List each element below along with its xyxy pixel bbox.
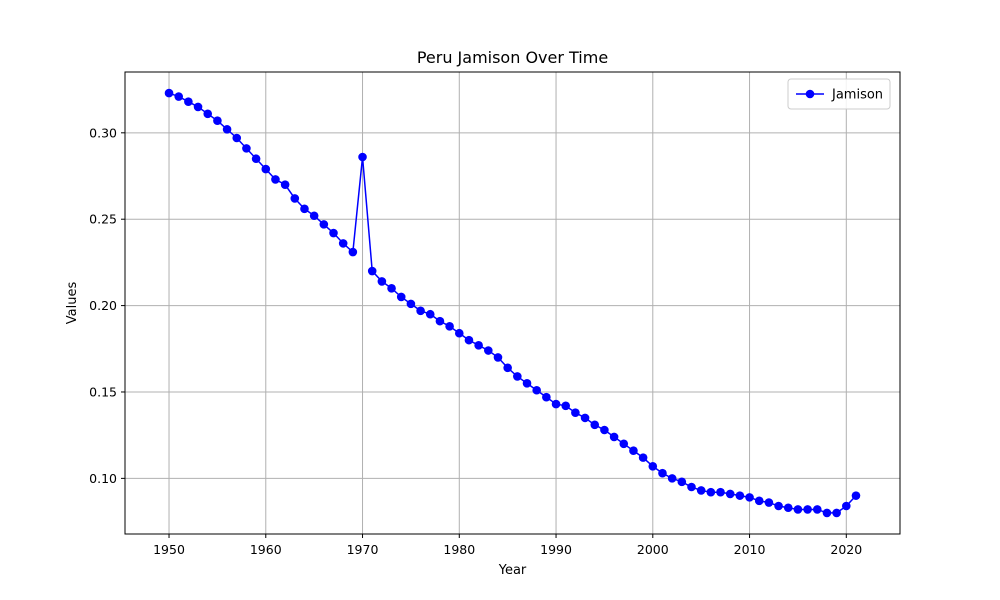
data-point [522,379,532,388]
data-point [551,399,561,409]
data-point [396,292,406,302]
data-point [435,316,445,326]
data-point [280,180,290,189]
chart-title: Peru Jamison Over Time [417,48,608,67]
y-axis-label: Values [65,282,80,325]
data-point [580,413,590,423]
data-point [600,425,609,435]
data-point [164,88,174,98]
axis-ticks: 1950 1960 1970 1980 1990 2000 2010 2020 0.10 0.15… [89,125,862,557]
data-point [812,505,822,514]
y-tick-label: 0.20 [89,298,117,313]
data-point [493,353,503,362]
data-point [406,299,416,309]
data-point [783,503,793,513]
data-point [687,482,696,492]
data-point [774,501,783,511]
data-point [716,487,725,497]
data-point [725,489,735,499]
data-point [754,496,764,506]
data-point [764,498,774,507]
data-point [619,439,629,449]
y-tick-label: 0.10 [89,471,117,486]
data-point [425,309,435,319]
data-point [290,194,300,203]
data-point [193,102,203,112]
data-point [484,346,493,355]
data-point [503,363,512,373]
data-point [745,493,754,502]
data-point [629,446,638,456]
data-point [832,508,841,518]
data-point [445,322,454,331]
data-point [184,97,193,107]
data-point [677,477,687,487]
data-point [251,154,261,164]
data-point [174,92,183,101]
data-point [851,491,861,500]
grid-lines [125,72,900,534]
data-point [300,204,309,214]
data-point [513,372,522,381]
data-point [590,420,600,430]
data-point [367,266,377,276]
data-point [213,116,222,126]
data-point [309,211,319,221]
data-point [387,284,396,293]
x-tick-label: 2000 [637,542,669,557]
data-point [822,508,832,518]
y-tick-label: 0.25 [89,212,117,227]
data-point [464,335,474,345]
x-tick-label: 1990 [540,542,572,557]
data-point [203,109,213,119]
data-point [454,328,464,338]
data-point [358,152,367,162]
legend-box [787,78,891,110]
legend-entry-label: Jamison [831,88,883,103]
data-point [793,505,803,514]
data-point [319,220,329,229]
data-point [242,144,251,153]
legend-marker [805,89,815,99]
data-point [222,125,232,134]
data-point [542,392,551,402]
data-point [348,247,358,257]
x-axis-label: Year [498,563,527,578]
data-point [561,401,571,411]
data-point [648,461,658,471]
legend: Jamison [787,78,891,110]
x-tick-label: 1980 [443,542,475,557]
x-tick-label: 1960 [250,542,282,557]
data-point [416,306,425,316]
data-point [571,408,580,418]
data-point [377,277,387,286]
x-tick-label: 1950 [153,542,185,557]
x-tick-label: 2020 [830,542,862,557]
series-group [164,88,861,518]
data-point [232,133,242,143]
data-point [329,228,338,238]
data-point [532,385,541,395]
plot-area-frame [124,71,901,535]
y-tick-label: 0.15 [89,384,117,399]
data-point [696,486,706,495]
data-point [667,474,677,483]
data-point [706,487,716,497]
data-point [658,468,667,478]
data-point [474,341,483,350]
data-point [735,491,745,500]
data-point [842,501,851,511]
x-tick-label: 2010 [734,542,766,557]
data-point [609,432,619,442]
data-point [271,175,280,184]
data-point [638,453,648,462]
data-point [803,505,812,514]
data-point [261,164,271,174]
y-tick-label: 0.30 [89,125,117,140]
x-tick-label: 1970 [347,542,379,557]
data-point [338,239,348,248]
